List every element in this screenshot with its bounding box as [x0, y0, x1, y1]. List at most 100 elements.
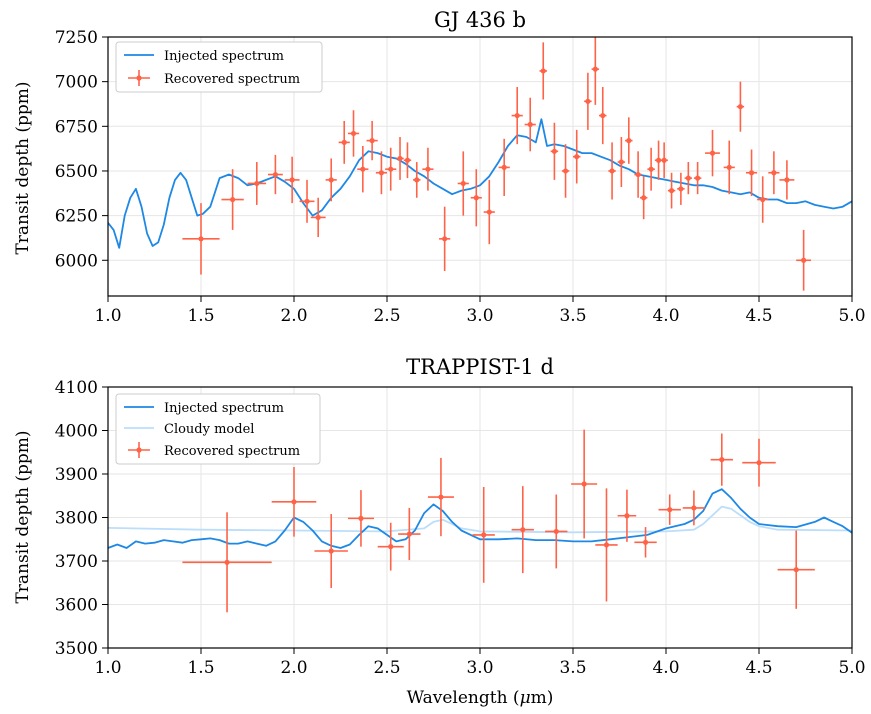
recovered-point: [406, 531, 412, 537]
recovered-point: [520, 527, 526, 533]
recovered-point: [397, 155, 403, 162]
recovered-point: [661, 157, 667, 163]
y-tick-label: 7250: [55, 28, 98, 48]
recovered-point: [289, 177, 295, 183]
cloudy-model-line: [108, 505, 852, 534]
recovered-point: [358, 515, 364, 521]
recovered-point: [691, 505, 697, 511]
recovered-point: [726, 164, 732, 170]
recovered-point: [198, 236, 204, 242]
x-tick-label: 1.0: [94, 306, 121, 326]
recovered-point: [291, 499, 297, 505]
recovered-point: [793, 567, 799, 573]
recovered-point: [304, 198, 310, 204]
plot-area: [108, 429, 852, 613]
recovered-point: [756, 460, 762, 466]
recovered-point: [404, 157, 411, 163]
recovered-point: [719, 457, 725, 463]
legend-label-injected: Injected spectrum: [164, 401, 284, 416]
x-tick-label: 4.0: [652, 306, 679, 326]
x-tick-label: 5.0: [838, 658, 865, 678]
recovered-point: [784, 177, 790, 183]
recovered-point: [648, 166, 654, 172]
recovered-point: [328, 548, 334, 554]
recovered-point: [553, 528, 559, 535]
legend-swatch-recovered-dot: [136, 75, 142, 81]
recovered-point: [350, 130, 357, 137]
chart-title: GJ 436 b: [434, 8, 526, 32]
y-tick-label: 4100: [55, 378, 98, 398]
y-axis-label: Transit depth (ppm): [13, 81, 33, 254]
recovered-point: [603, 542, 610, 548]
x-tick-label: 2.5: [373, 658, 400, 678]
recovered-point: [609, 168, 615, 174]
legend-label-cloudy: Cloudy model: [164, 422, 254, 437]
axis-ticks: 1.0 1.5 2.0 2.5 3.0 3.5 4.0 4.5 5.0 3500 3600 3700 3…: [55, 378, 866, 678]
recovered-point: [527, 121, 533, 128]
x-tick-label: 2.0: [280, 306, 307, 326]
chart-panel-trappist-1-d: TRAPPIST-1 d Transit depth (ppm) Wavelen…: [13, 355, 866, 708]
recovered-point: [600, 112, 606, 119]
recovered-point: [737, 104, 744, 110]
x-tick-label: 1.5: [187, 658, 214, 678]
x-tick-label: 4.5: [745, 658, 772, 678]
y-axis-label: Transit depth (ppm): [13, 430, 33, 603]
recovered-point: [655, 157, 662, 163]
x-tick-label: 3.0: [466, 658, 493, 678]
recovered-point: [481, 532, 487, 538]
recovered-point: [425, 166, 431, 172]
injected-spectrum-line: [108, 118, 852, 249]
recovered-point: [562, 168, 569, 174]
y-tick-label: 3700: [55, 552, 98, 572]
recovered-point: [618, 159, 624, 165]
y-tick-label: 3800: [55, 509, 98, 529]
recovered-point: [378, 170, 385, 176]
recovered-point: [438, 494, 444, 500]
y-tick-label: 3600: [55, 596, 98, 616]
x-tick-label: 1.5: [187, 306, 214, 326]
legend-swatch-recovered-dot: [136, 447, 142, 453]
legend-label-injected: Injected spectrum: [164, 49, 284, 64]
x-tick-label: 3.0: [466, 306, 493, 326]
recovered-point: [473, 195, 479, 201]
axis-ticks: 1.0 1.5 2.0 2.5 3.0 3.5 4.0 4.5 5.0 6000 6250 6500 6…: [55, 28, 866, 326]
y-tick-label: 6250: [55, 207, 98, 227]
recovered-point: [581, 481, 587, 487]
y-tick-label: 6000: [55, 251, 98, 271]
legend-label-recovered: Recovered spectrum: [164, 72, 300, 87]
x-tick-label: 4.0: [652, 658, 679, 678]
recovered-point: [442, 236, 448, 242]
recovered-point: [360, 166, 366, 172]
x-tick-label: 4.5: [745, 306, 772, 326]
x-tick-label: 2.5: [373, 306, 400, 326]
x-tick-label: 1.0: [94, 658, 121, 678]
legend-box: [115, 41, 323, 93]
recovered-point: [585, 98, 591, 104]
recovered-point: [624, 513, 630, 519]
recovered-point: [460, 180, 466, 187]
chart-panel-gj-436-b: GJ 436 b Transit depth (ppm) 1.0 1.5 2.0 2.…: [13, 8, 866, 326]
legend: Injected spectrum Cloudy model Recovered…: [115, 393, 321, 465]
recovered-point: [341, 139, 347, 145]
recovered-point: [414, 177, 420, 183]
y-tick-label: 6750: [55, 117, 98, 137]
recovered-point: [388, 544, 394, 550]
recovered-point: [635, 171, 641, 178]
recovered-point: [709, 150, 716, 156]
recovered-point: [501, 164, 507, 170]
recovered-point: [254, 180, 260, 187]
recovered-point: [224, 559, 230, 565]
recovered-point: [626, 138, 632, 144]
recovered-point: [642, 539, 649, 545]
recovered-point: [230, 196, 236, 203]
recovered-point: [574, 154, 580, 160]
x-tick-label: 2.0: [280, 658, 307, 678]
recovered-point: [551, 148, 558, 154]
y-tick-label: 7000: [55, 73, 98, 93]
recovered-point: [760, 196, 766, 203]
chart-title: TRAPPIST-1 d: [406, 355, 554, 379]
recovered-point: [514, 112, 520, 119]
recovered-point: [272, 171, 278, 178]
recovered-point: [540, 68, 546, 74]
